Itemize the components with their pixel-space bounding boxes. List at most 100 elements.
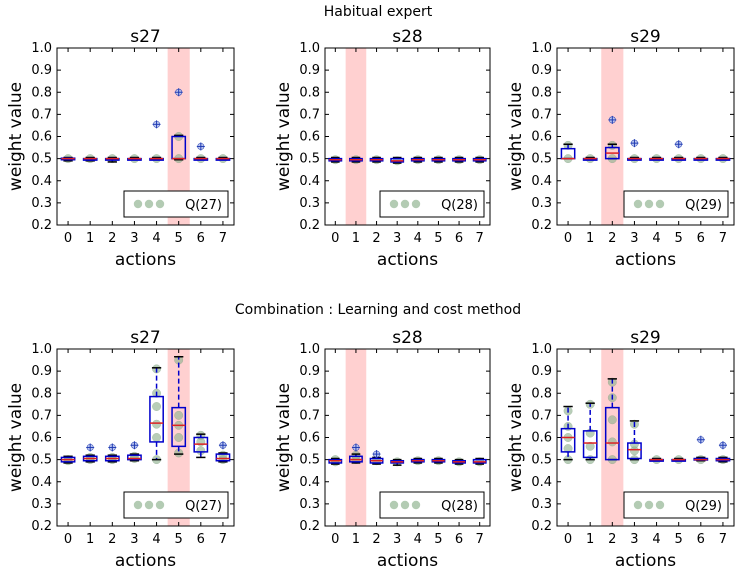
y-axis-label: weight value — [6, 82, 26, 191]
y-axis-label: weight value — [6, 383, 26, 492]
x-tick-label: 4 — [152, 532, 160, 547]
legend-marker — [133, 500, 143, 510]
x-tick-label: 2 — [608, 231, 616, 246]
y-tick-label: 0.3 — [299, 196, 320, 211]
x-tick-label: 6 — [455, 532, 463, 547]
y-tick-label: 1.0 — [531, 41, 552, 56]
y-tick-label: 0.3 — [299, 497, 320, 512]
y-axis-label: weight value — [506, 82, 526, 191]
legend-marker — [144, 500, 154, 510]
y-tick-label: 0.7 — [531, 107, 552, 122]
y-tick-label: 0.7 — [31, 408, 52, 423]
y-tick-label: 0.2 — [299, 218, 320, 233]
chart-panel-bottom-s27: 0.2 0.3 0.4 0.5 0.6 0.7 0.8 0.9 1.0 0 1 2 3 4 5 6 7 s27 ac… — [6, 328, 235, 571]
highlight-band — [345, 349, 367, 526]
data-point — [607, 415, 617, 425]
chart-panel-top-s29: 0.2 0.3 0.4 0.5 0.6 0.7 0.8 0.9 1.0 0 1 2 3 4 5 6 7 s29 ac… — [506, 27, 735, 270]
chart-panel-bottom-s29: 0.2 0.3 0.4 0.5 0.6 0.7 0.8 0.9 1.0 0 1 2 3 4 5 6 7 s29 ac… — [506, 328, 735, 571]
x-tick-label: 0 — [64, 532, 72, 547]
box — [560, 427, 576, 453]
x-tick-label: 0 — [564, 532, 572, 547]
x-tick-label: 7 — [476, 532, 484, 547]
x-tick-label: 7 — [219, 532, 227, 547]
legend-marker — [644, 199, 654, 209]
x-tick-label: 4 — [414, 532, 422, 547]
x-tick-label: 2 — [108, 532, 116, 547]
y-tick-label: 0.4 — [299, 174, 320, 189]
y-tick-label: 0.4 — [531, 174, 552, 189]
y-tick-label: 0.9 — [531, 63, 552, 78]
chart-panel-top-s28: 0.2 0.3 0.4 0.5 0.6 0.7 0.8 0.9 1.0 0 1 2 3 4 5 6 7 s28 ac… — [274, 27, 491, 270]
y-tick-label: 0.9 — [531, 364, 552, 379]
y-tick-label: 0.6 — [531, 130, 552, 145]
legend-label: Q(28) — [441, 499, 478, 514]
y-tick-label: 0.2 — [531, 519, 552, 534]
data-point — [174, 410, 184, 420]
y-tick-label: 0.8 — [531, 386, 552, 401]
legend-label: Q(29) — [685, 499, 722, 514]
y-axis-label: weight value — [274, 82, 294, 191]
y-tick-label: 0.4 — [31, 174, 52, 189]
chart-panel-top-s27: 0.2 0.3 0.4 0.5 0.6 0.7 0.8 0.9 1.0 0 1 2 3 4 5 6 7 s27 ac… — [6, 27, 235, 270]
x-tick-label: 2 — [608, 532, 616, 547]
box — [215, 453, 231, 462]
y-tick-label: 0.7 — [31, 107, 52, 122]
y-tick-label: 0.9 — [31, 364, 52, 379]
x-axis-label: actions — [377, 250, 438, 270]
y-tick-label: 0.5 — [31, 152, 52, 167]
x-tick-label: 3 — [393, 532, 401, 547]
y-tick-label: 0.5 — [299, 152, 320, 167]
y-tick-label: 0.3 — [31, 497, 52, 512]
x-tick-label: 1 — [586, 231, 594, 246]
legend-marker — [133, 199, 143, 209]
y-tick-label: 0.8 — [531, 85, 552, 100]
legend-label: Q(29) — [685, 198, 722, 213]
data-point — [174, 433, 184, 442]
x-tick-label: 5 — [434, 231, 442, 246]
legend-marker — [400, 199, 410, 209]
x-tick-label: 1 — [352, 231, 360, 246]
legend-marker — [644, 500, 654, 510]
section-title-combination: Combination : Learning and cost method — [235, 302, 521, 318]
x-tick-label: 4 — [652, 231, 660, 246]
x-tick-label: 3 — [630, 532, 638, 547]
x-tick-label: 3 — [130, 231, 138, 246]
x-tick-label: 0 — [331, 532, 339, 547]
y-tick-label: 0.4 — [31, 475, 52, 490]
box — [171, 406, 187, 448]
y-tick-label: 0.6 — [31, 130, 52, 145]
legend-marker — [400, 500, 410, 510]
x-tick-label: 4 — [152, 231, 160, 246]
legend-marker — [389, 199, 399, 209]
x-tick-label: 6 — [197, 231, 205, 246]
x-tick-label: 7 — [476, 231, 484, 246]
y-tick-label: 0.8 — [31, 85, 52, 100]
section-title-habitual-expert: Habitual expert — [324, 4, 433, 20]
y-tick-label: 0.4 — [299, 475, 320, 490]
y-tick-label: 0.5 — [531, 453, 552, 468]
x-tick-label: 1 — [86, 532, 94, 547]
legend-marker — [633, 500, 643, 510]
x-tick-label: 2 — [108, 231, 116, 246]
x-tick-label: 3 — [130, 532, 138, 547]
panel-title: s27 — [130, 328, 161, 348]
data-point — [585, 441, 595, 451]
data-point — [152, 419, 162, 429]
x-tick-label: 7 — [719, 231, 727, 246]
data-point — [152, 402, 162, 411]
y-tick-label: 1.0 — [299, 41, 320, 56]
y-tick-label: 1.0 — [31, 41, 52, 56]
x-tick-label: 5 — [434, 532, 442, 547]
legend-marker — [144, 199, 154, 209]
x-tick-label: 6 — [697, 231, 705, 246]
y-tick-label: 0.8 — [31, 386, 52, 401]
y-tick-label: 0.7 — [299, 107, 320, 122]
y-tick-label: 0.8 — [299, 386, 320, 401]
x-tick-label: 4 — [414, 231, 422, 246]
x-axis-label: actions — [377, 551, 438, 571]
y-axis-label: weight value — [274, 383, 294, 492]
y-tick-label: 0.4 — [531, 475, 552, 490]
y-tick-label: 0.6 — [31, 431, 52, 446]
x-tick-label: 6 — [697, 532, 705, 547]
